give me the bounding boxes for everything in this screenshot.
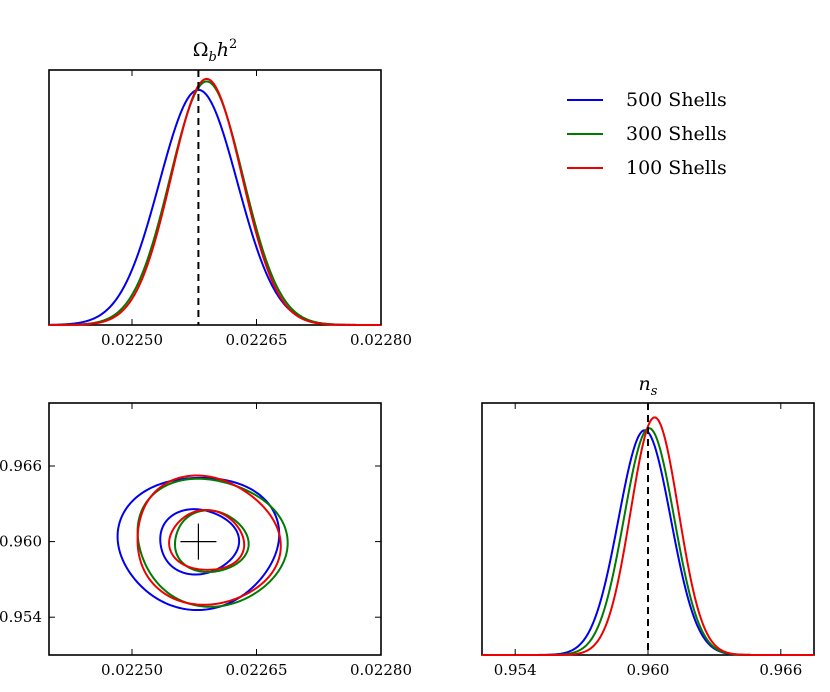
contour-inner-2: [168, 508, 246, 571]
omega-marks: 0.02250 0.02265 0.02280: [48, 70, 412, 349]
omega-plot-area: [48, 69, 382, 326]
ns-xtick-label-0: 0.954: [494, 661, 537, 679]
omega-curve-2: [49, 77, 381, 326]
omega-panel-title: Ωbh2: [193, 37, 238, 65]
contour-outer-2: [136, 474, 282, 606]
omega-xtick-label-2: 0.02280: [350, 331, 412, 349]
ns-panel-title: ns: [639, 373, 658, 399]
omega-xtick-label-0: 0.02250: [101, 331, 163, 349]
contour-xtick-label-2: 0.02280: [350, 661, 412, 679]
ns-panel: 0.954 0.960 0.966: [481, 402, 815, 679]
omega-b-h2-panel: 0.02250 0.02265 0.02280: [48, 69, 412, 349]
legend-label-1: 300 Shells: [626, 123, 727, 145]
ns-marks: 0.954 0.960 0.966: [482, 403, 814, 679]
contour-inner-1: [173, 509, 250, 574]
omega-curve-0: [48, 88, 381, 326]
contour-ytick-label-1: 0.960: [0, 533, 42, 551]
contour-xtick-label-1: 0.02265: [225, 661, 287, 679]
legend: 500 Shells 300 Shells 100 Shells: [567, 89, 727, 179]
contour-xtick-label-0: 0.02250: [101, 661, 163, 679]
ns-xtick-label-2: 0.966: [759, 661, 802, 679]
omega-curve-1: [49, 80, 381, 326]
legend-label-0: 500 Shells: [626, 89, 727, 111]
contour-plot-area: [48, 402, 382, 656]
ns-xtick-label-1: 0.960: [627, 661, 670, 679]
omega-xtick-label-1: 0.02265: [225, 331, 287, 349]
contour-marks: 0.02250 0.02265 0.02280 0.954 0.960 0.966: [0, 403, 412, 679]
ns-curve-2: [482, 416, 814, 656]
contour-ytick-label-2: 0.966: [0, 457, 42, 475]
legend-label-2: 100 Shells: [626, 157, 727, 179]
contour-ytick-label-0: 0.954: [0, 608, 42, 626]
contour-panel: 0.02250 0.02265 0.02280 0.954 0.960 0.966: [0, 402, 412, 679]
